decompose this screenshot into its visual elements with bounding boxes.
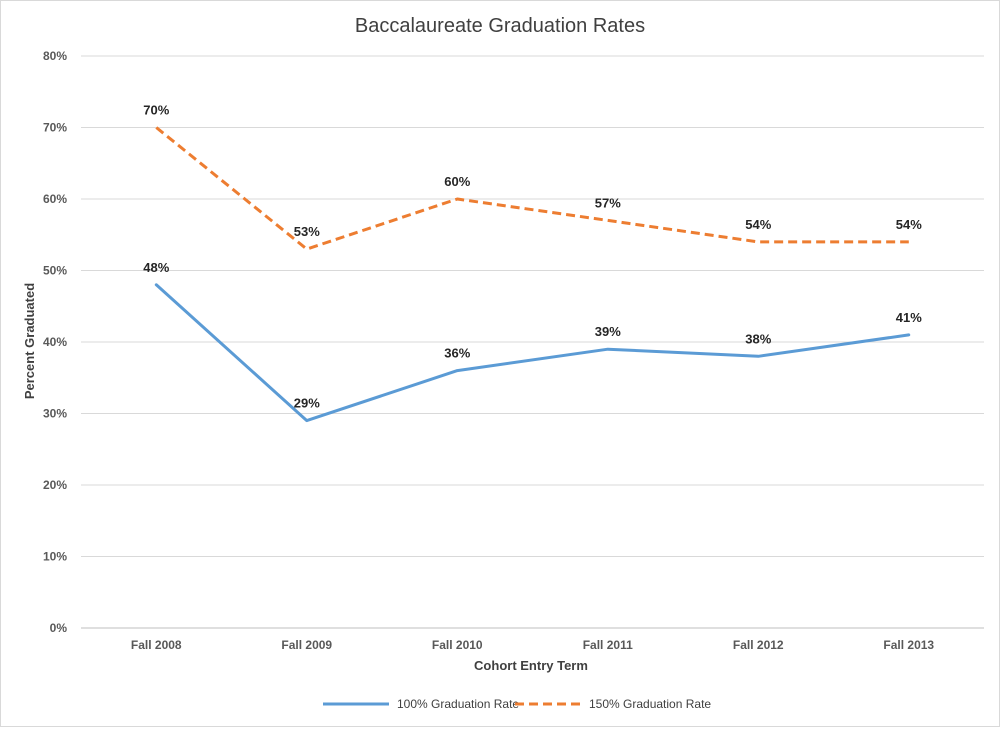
y-tick-label: 40% bbox=[43, 335, 67, 349]
data-label: 53% bbox=[294, 224, 320, 239]
data-label: 39% bbox=[595, 324, 621, 339]
y-tick-label: 30% bbox=[43, 407, 67, 421]
series-line-2 bbox=[155, 126, 909, 251]
y-tick-label: 60% bbox=[43, 192, 67, 206]
data-label: 29% bbox=[294, 396, 320, 411]
x-tick-label: Fall 2010 bbox=[432, 638, 483, 652]
x-tick-label: Fall 2009 bbox=[281, 638, 332, 652]
y-tick-label: 50% bbox=[43, 264, 67, 278]
data-label: 54% bbox=[745, 217, 771, 232]
data-label: 54% bbox=[896, 217, 922, 232]
y-tick-label: 0% bbox=[50, 621, 68, 635]
x-axis-ticks: Fall 2008 Fall 2009 Fall 2010 Fall 2011 Fall… bbox=[131, 638, 935, 652]
legend: 100% Graduation Rate 150% Graduation Rate bbox=[323, 697, 711, 711]
chart-title: Baccalaureate Graduation Rates bbox=[355, 15, 645, 37]
x-axis-title: Cohort Entry Term bbox=[474, 658, 588, 673]
data-label: 60% bbox=[444, 174, 470, 189]
y-tick-label: 80% bbox=[43, 49, 67, 63]
data-label: 48% bbox=[143, 260, 169, 275]
y-axis-title: Percent Graduated bbox=[22, 283, 37, 399]
y-tick-label: 70% bbox=[43, 121, 67, 135]
y-tick-label: 10% bbox=[43, 550, 67, 564]
gridlines bbox=[81, 55, 984, 629]
x-tick-label: Fall 2011 bbox=[583, 638, 633, 652]
y-tick-label: 20% bbox=[43, 478, 67, 492]
data-label: 36% bbox=[444, 346, 470, 361]
data-label: 41% bbox=[896, 310, 922, 325]
data-label: 38% bbox=[745, 331, 771, 346]
legend-label: 100% Graduation Rate bbox=[397, 697, 519, 711]
x-tick-label: Fall 2012 bbox=[733, 638, 784, 652]
x-tick-label: Fall 2008 bbox=[131, 638, 182, 652]
data-label: 70% bbox=[143, 103, 169, 118]
series-line-1 bbox=[154, 283, 911, 423]
data-label: 57% bbox=[595, 195, 621, 210]
x-tick-label: Fall 2013 bbox=[883, 638, 934, 652]
legend-label: 150% Graduation Rate bbox=[589, 697, 711, 711]
series-lines bbox=[154, 126, 911, 423]
y-axis-ticks: 0% 10% 20% 30% 40% 50% 60% 70% 80% bbox=[43, 49, 67, 635]
data-labels: 48% 29% 36% 39% 38% 41% 70% 53% 60% 57% 54% 54% bbox=[143, 103, 922, 411]
